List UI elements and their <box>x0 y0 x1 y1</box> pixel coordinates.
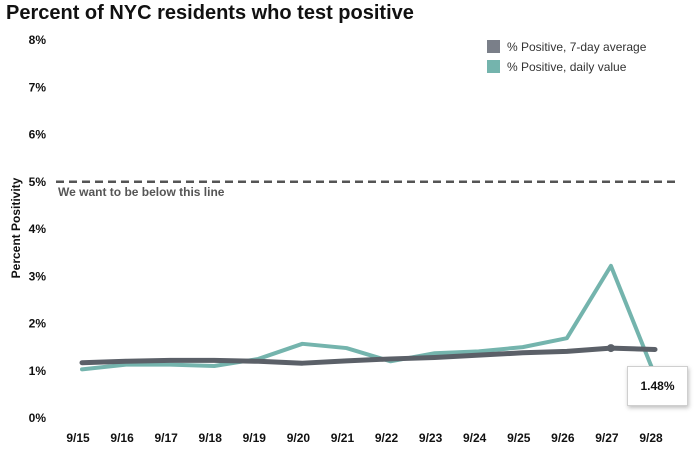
x-tick-label: 9/19 <box>243 431 267 445</box>
y-tick-label: 7% <box>29 80 47 94</box>
x-axis: 9/15 9/16 9/17 9/18 9/19 9/20 9/21 9/22 9/23 9/24… <box>66 431 663 445</box>
legend-label[interactable]: % Positive, 7-day average <box>507 40 647 54</box>
y-axis: 0% 1% 2% 3% 4% 5% 6% 7% 8% <box>29 33 47 425</box>
y-tick-label: 3% <box>29 269 47 283</box>
x-tick-label: 9/23 <box>419 431 443 445</box>
y-tick-label: 4% <box>29 222 47 236</box>
value-tooltip: 1.48% <box>627 366 688 406</box>
x-tick-label: 9/25 <box>507 431 531 445</box>
y-tick-label: 6% <box>29 128 47 142</box>
chart-title: Percent of NYC residents who test positi… <box>6 2 414 24</box>
tooltip-value: 1.48% <box>640 379 675 393</box>
hover-marker <box>606 344 615 353</box>
x-tick-label: 9/21 <box>331 431 355 445</box>
series-group <box>79 263 658 378</box>
legend-swatch <box>487 40 500 53</box>
series-line[interactable] <box>80 263 657 378</box>
y-tick-label: 0% <box>29 411 47 425</box>
y-tick-label: 8% <box>29 33 47 47</box>
x-tick-label: 9/17 <box>154 431 178 445</box>
x-tick-label: 9/22 <box>375 431 399 445</box>
x-tick-label: 9/24 <box>463 431 487 445</box>
y-axis-title: Percent Positivity <box>9 177 23 278</box>
y-tick-label: 2% <box>29 317 47 331</box>
legend-label[interactable]: % Positive, daily value <box>507 60 627 74</box>
x-tick-label: 9/16 <box>110 431 134 445</box>
legend-swatch <box>487 60 500 73</box>
series-line[interactable] <box>79 345 658 366</box>
x-tick-label: 9/28 <box>639 431 663 445</box>
y-tick-label: 1% <box>29 364 47 378</box>
x-tick-label: 9/27 <box>595 431 619 445</box>
legend[interactable]: % Positive, 7-day average % Positive, dai… <box>487 40 647 74</box>
x-tick-label: 9/15 <box>66 431 90 445</box>
x-tick-label: 9/18 <box>199 431 223 445</box>
y-tick-label: 5% <box>29 175 47 189</box>
threshold-label: We want to be below this line <box>58 185 225 199</box>
x-tick-label: 9/26 <box>551 431 575 445</box>
x-tick-label: 9/20 <box>287 431 311 445</box>
